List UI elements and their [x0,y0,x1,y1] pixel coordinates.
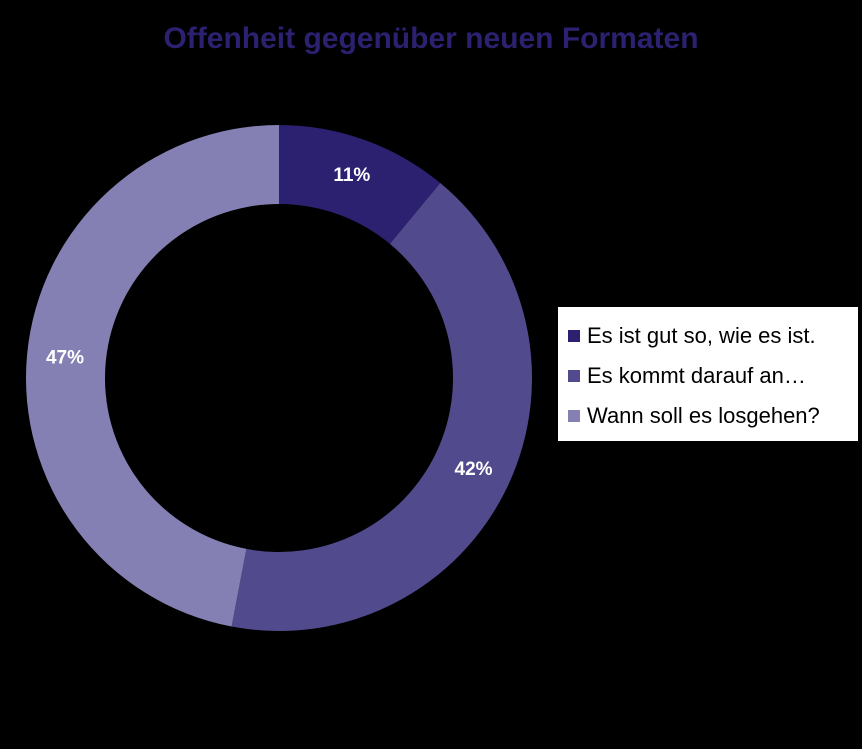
slice-2 [25,125,279,627]
slice-1 [231,183,532,632]
chart-title: Offenheit gegenüber neuen Formaten [163,22,699,55]
slice-0 [279,125,441,244]
legend-label-0: Es ist gut so, wie es ist. [587,323,816,348]
slice-label-1: 42% [455,459,493,480]
slice-label-0: 11% [333,165,370,186]
slices-group [25,125,532,632]
legend: Es ist gut so, wie es ist. Es kommt dara… [558,307,858,441]
legend-item-1: Es kommt darauf an… [568,356,858,396]
legend-swatch-0 [568,330,580,342]
legend-label-1: Es kommt darauf an… [587,363,806,388]
slice-label-2: 47% [46,347,84,368]
legend-item-2: Wann soll es losgehen? [568,396,858,436]
labels-group: 11% 42% 47% [46,165,493,480]
legend-label-2: Wann soll es losgehen? [587,403,820,428]
legend-item-0: Es ist gut so, wie es ist. [568,316,858,356]
legend-swatch-1 [568,370,580,382]
legend-swatch-2 [568,410,580,422]
